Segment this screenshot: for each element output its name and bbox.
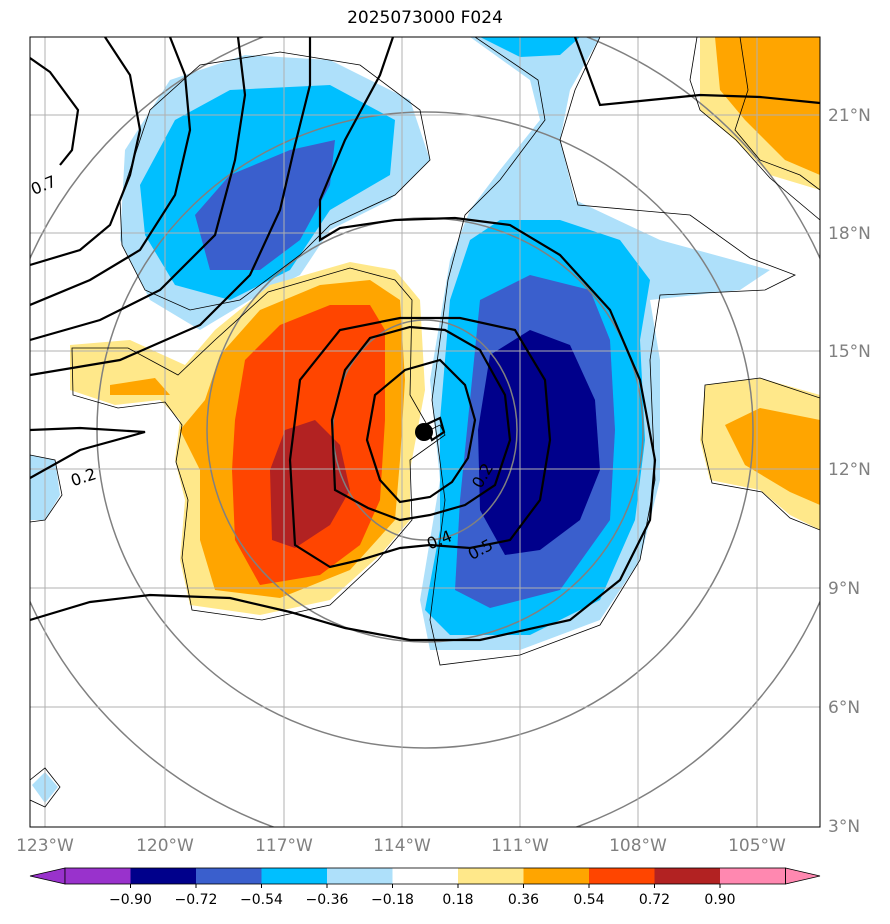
colorbar: −0.90 −0.72 −0.54 −0.36 −0.18 0.18 0.36 0.54 0.7… <box>29 867 821 908</box>
lon-tick-label: 105°W <box>728 836 786 856</box>
contour-inner-2 <box>330 325 512 522</box>
colorbar-segment <box>130 868 196 884</box>
colorbar-segment <box>458 868 524 884</box>
colorbar-extend-low <box>29 867 66 885</box>
lat-tick-label: 6°N <box>828 698 860 718</box>
lat-tick-label: 21°N <box>828 106 871 126</box>
lat-tick-label: 3°N <box>828 817 860 837</box>
storm-center-marker <box>415 423 433 441</box>
colorbar-tick-label: 0.90 <box>704 892 735 908</box>
contour-inner-1 <box>288 316 552 569</box>
colorbar-segment <box>261 868 327 884</box>
thin-contour-neg-main <box>429 37 796 666</box>
contour-nw-4 <box>30 37 247 342</box>
colorbar-segment <box>65 868 131 884</box>
lon-tick-label: 114°W <box>373 836 431 856</box>
lat-tick-label: 12°N <box>828 460 871 480</box>
lat-tick-label: 9°N <box>828 579 860 599</box>
lon-tick-label: 108°W <box>609 836 667 856</box>
colorbar-extend-high <box>785 867 821 885</box>
pos-fill-2-main <box>110 378 170 395</box>
contour-mid-1 <box>30 426 146 479</box>
lon-tick-label: 120°W <box>136 836 194 856</box>
contour-nw-5 <box>30 37 312 377</box>
lon-tick-label: 123°W <box>16 836 74 856</box>
thin-contour-west-neg <box>119 51 431 311</box>
colorbar-segment <box>523 868 589 884</box>
lat-tick-label: 15°N <box>828 342 871 362</box>
thin-contour-pos-main <box>71 267 446 621</box>
contour-ne <box>573 37 820 107</box>
contour-label-1: 0.2 <box>68 464 98 490</box>
map-title: 2025073000 F024 <box>347 8 503 28</box>
thin-contour-east <box>701 377 820 531</box>
colorbar-tick-label: 0.18 <box>442 892 473 908</box>
colorbar-tick-label: 0.54 <box>573 892 604 908</box>
colorbar-tick-label: −0.90 <box>109 892 152 908</box>
map-area: 0.7 0.2 0.4 0.5 0.2 <box>28 37 820 827</box>
thin-contour-northeast <box>689 37 820 221</box>
pos-fill-2-east <box>725 408 820 505</box>
colorbar-tick-label: −0.36 <box>306 892 349 908</box>
neg-fill-2-east <box>480 37 580 57</box>
thin-contours <box>30 37 820 808</box>
contour-nw-2 <box>30 37 142 267</box>
colorbar-segment <box>720 868 786 884</box>
colorbar-segment <box>654 868 720 884</box>
colorbar-tick-label: −0.72 <box>175 892 218 908</box>
colorbar-tick-label: 0.72 <box>639 892 670 908</box>
thin-contour-southwest <box>30 454 63 523</box>
contour-nw-1 <box>30 57 80 166</box>
neg-fill-4-main <box>478 330 600 555</box>
lon-tick-label: 117°W <box>255 836 313 856</box>
colorbar-tick-label: −0.18 <box>371 892 414 908</box>
colorbar-segment <box>196 868 262 884</box>
contour-mid-2 <box>30 37 657 642</box>
colorbar-segment <box>327 868 393 884</box>
pos-fill-2-northeast <box>715 37 820 175</box>
grid-lines <box>30 37 820 827</box>
thin-contour-corner <box>30 767 61 808</box>
colorbar-tick-label: 0.36 <box>508 892 539 908</box>
lon-tick-label: 111°W <box>491 836 549 856</box>
lat-tick-label: 18°N <box>828 224 871 244</box>
contour-nw-3 <box>30 37 192 307</box>
colorbar-segment <box>392 868 458 884</box>
colorbar-segment <box>589 868 655 884</box>
lat-tick-labels: 21°N 18°N 15°N 12°N 9°N 6°N 3°N <box>828 106 871 837</box>
contour-inner-3 <box>365 358 477 504</box>
contour-label-0: 0.7 <box>28 172 59 199</box>
lon-tick-labels: 123°W 120°W 117°W 114°W 111°W 108°W 105°… <box>16 836 786 856</box>
thin-contour-northeast-2 <box>734 37 820 191</box>
neg-fill-3-west <box>195 140 335 270</box>
map-frame <box>29 36 821 828</box>
colorbar-tick-label: −0.54 <box>240 892 283 908</box>
colorbar-outline <box>64 867 786 885</box>
thick-contours <box>30 37 820 642</box>
